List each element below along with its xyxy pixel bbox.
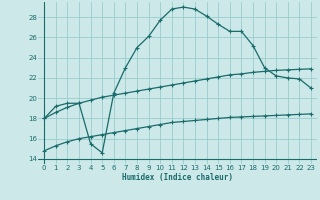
X-axis label: Humidex (Indice chaleur): Humidex (Indice chaleur) xyxy=(122,173,233,182)
